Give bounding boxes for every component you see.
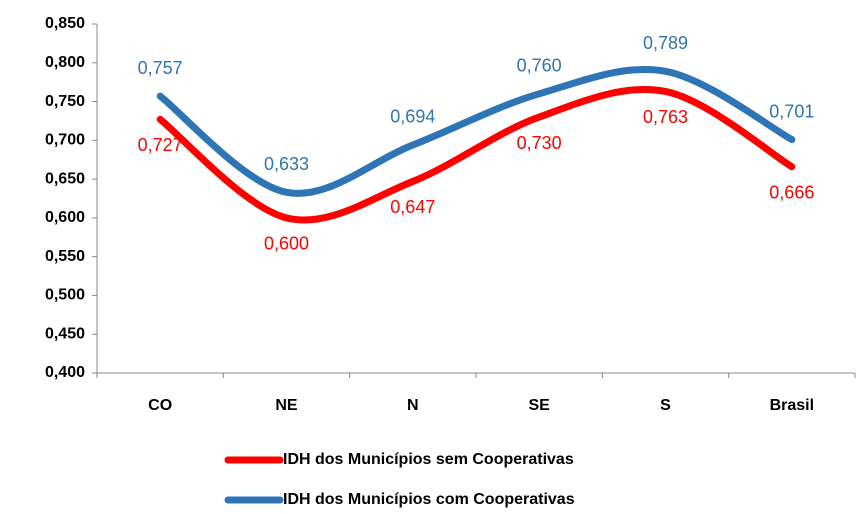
data-label: 0,763	[643, 107, 688, 127]
x-tick-label: CO	[148, 397, 172, 414]
data-label: 0,647	[390, 197, 435, 217]
y-tick-label: 0,650	[45, 170, 85, 187]
x-tick-label: Brasil	[770, 397, 814, 414]
series-line	[156, 85, 796, 224]
x-tick-label: NE	[275, 397, 298, 414]
data-label: 0,727	[138, 135, 183, 155]
y-tick-label: 0,400	[45, 364, 85, 381]
data-label: 0,600	[264, 234, 309, 254]
data-label: 0,757	[138, 58, 183, 78]
y-tick-label: 0,750	[45, 93, 85, 110]
y-tick-label: 0,450	[45, 325, 85, 342]
y-tick-label: 0,850	[45, 15, 85, 32]
x-tick-label: SE	[528, 397, 550, 414]
data-label: 0,760	[517, 56, 562, 76]
legend-label: IDH dos Municípios sem Cooperativas	[283, 451, 574, 468]
x-tick-label: N	[407, 397, 419, 414]
data-label: 0,701	[769, 101, 814, 121]
y-tick-label: 0,700	[45, 132, 85, 149]
y-tick-label: 0,800	[45, 54, 85, 71]
data-label: 0,730	[517, 133, 562, 153]
y-tick-label: 0,550	[45, 248, 85, 265]
data-label: 0,666	[769, 182, 814, 202]
series-line	[156, 65, 796, 197]
y-tick-label: 0,500	[45, 287, 85, 304]
x-tick-label: S	[660, 397, 671, 414]
legend-label: IDH dos Municípios com Cooperativas	[283, 491, 575, 508]
data-label: 0,694	[390, 107, 435, 127]
y-tick-label: 0,600	[45, 209, 85, 226]
data-label: 0,789	[643, 33, 688, 53]
data-label: 0,633	[264, 154, 309, 174]
